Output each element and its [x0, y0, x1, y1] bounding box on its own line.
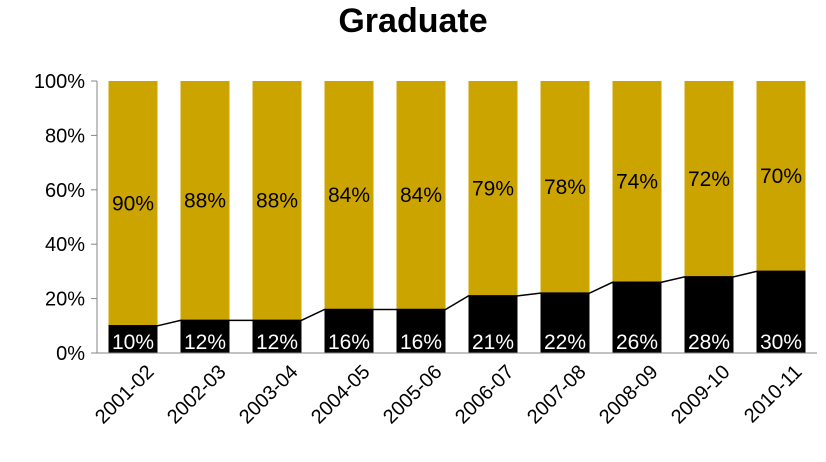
bar-segment: [756, 271, 806, 353]
x-tick-label: 2004-05: [307, 361, 374, 428]
data-label: 88%: [184, 190, 226, 213]
x-tick-label: 2003-04: [235, 361, 302, 428]
x-tick-label: 2009-10: [667, 361, 734, 428]
x-tick-label: 2008-09: [595, 361, 662, 428]
data-label: 30%: [760, 331, 802, 354]
bar-segment: [540, 293, 590, 353]
data-label: 10%: [112, 331, 154, 354]
data-label: 21%: [472, 331, 514, 354]
bar-segment: [396, 309, 446, 353]
data-label: 79%: [472, 177, 514, 200]
y-tick-label: 0%: [56, 343, 85, 365]
x-tick-label: 2001-02: [91, 361, 158, 428]
data-label: 78%: [544, 176, 586, 199]
data-label: 70%: [760, 165, 802, 188]
data-label: 84%: [400, 184, 442, 207]
chart-title: Graduate: [338, 2, 488, 40]
data-label: 26%: [616, 331, 658, 354]
bar-segment: [108, 325, 158, 353]
bar-segment: [468, 81, 518, 296]
trend-line: [108, 270, 806, 327]
data-label: 84%: [328, 184, 370, 207]
y-tick-label: 40%: [45, 234, 85, 256]
bar-segment: [612, 282, 662, 353]
x-tick-label: 2002-03: [163, 361, 230, 428]
x-tick-label: 2005-06: [379, 361, 446, 428]
y-tick-label: 100%: [34, 71, 85, 93]
y-tick-label: 60%: [45, 180, 85, 202]
bar-segment: [396, 81, 446, 310]
x-tick-label: 2007-08: [523, 361, 590, 428]
bar-segment: [324, 309, 374, 353]
y-tick-label: 80%: [45, 125, 85, 147]
data-label: 74%: [616, 171, 658, 194]
y-tick-label: 20%: [45, 289, 85, 311]
bar-segment: [252, 320, 302, 353]
bar-segment: [540, 81, 590, 294]
bar-segment: [612, 81, 662, 283]
data-label: 90%: [112, 192, 154, 215]
bar-segment: [180, 320, 230, 353]
data-label: 16%: [400, 331, 442, 354]
data-label: 16%: [328, 331, 370, 354]
bar-segment: [684, 276, 734, 353]
data-label: 72%: [688, 168, 730, 191]
bar-segment: [684, 81, 734, 277]
data-label: 88%: [256, 190, 298, 213]
bar-segment: [468, 295, 518, 353]
data-label: 28%: [688, 331, 730, 354]
x-tick-label: 2010-11: [740, 361, 806, 427]
bar-segment: [252, 81, 302, 321]
data-label: 22%: [544, 331, 586, 354]
bar-segment: [324, 81, 374, 310]
bar-segment: [180, 81, 230, 321]
data-label: 12%: [256, 331, 298, 354]
bar-segment: [756, 81, 806, 272]
data-label: 12%: [184, 331, 226, 354]
bar-segment: [108, 81, 158, 326]
x-tick-label: 2006-07: [451, 361, 518, 428]
